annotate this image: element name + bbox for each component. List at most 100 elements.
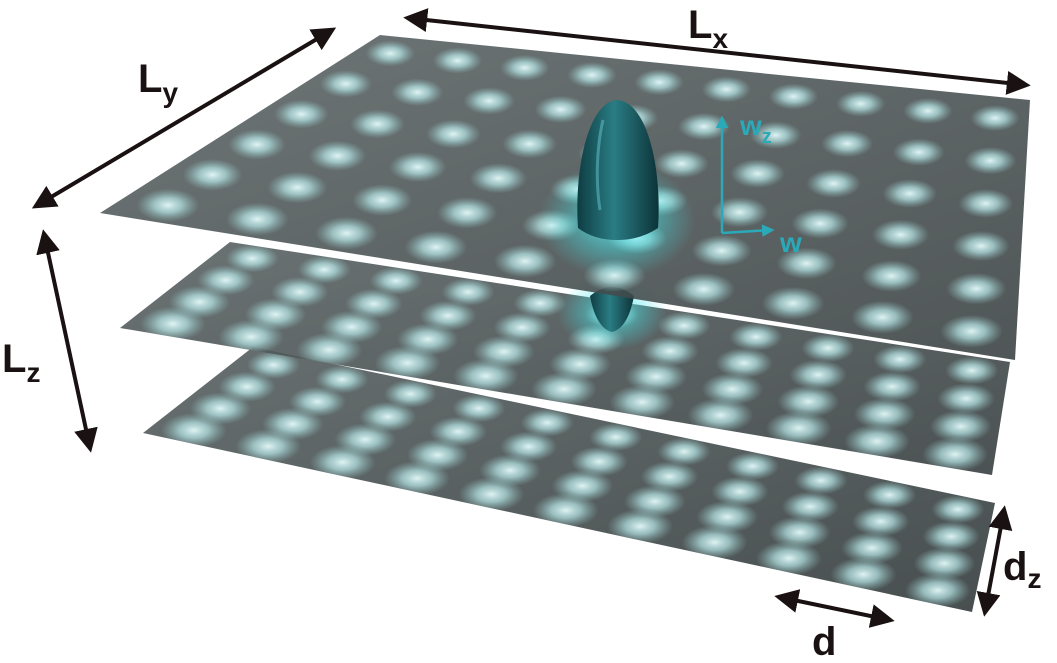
- lattice-site: [841, 531, 903, 565]
- lattice-site: [871, 219, 930, 250]
- lattice-site: [862, 480, 917, 510]
- lattice-site: [551, 469, 614, 503]
- lattice-site: [624, 485, 686, 518]
- label-Ly: Ly: [138, 57, 178, 108]
- lattice-plane-bottom: [143, 347, 995, 612]
- label-wz: wz: [739, 110, 772, 148]
- lattice-site: [218, 371, 276, 402]
- lattice-site: [404, 230, 468, 264]
- lattice-site: [958, 188, 1013, 218]
- lattice-site: [513, 289, 567, 318]
- lattice-site: [756, 540, 822, 576]
- lattice-site: [861, 260, 922, 292]
- label-Lx: Lx: [688, 3, 728, 54]
- lattice-site: [768, 83, 819, 110]
- lattice-site: [570, 446, 628, 477]
- lattice-site: [940, 314, 1003, 348]
- lattice-site: [352, 184, 413, 217]
- lattice-site: [749, 121, 802, 149]
- lattice-site: [945, 356, 999, 385]
- lattice-site: [952, 230, 1010, 262]
- lattice-site: [791, 208, 849, 239]
- lattice-site: [534, 95, 587, 124]
- lattice-site: [681, 524, 748, 560]
- lattice-site: [493, 312, 551, 343]
- lattice-site: [640, 461, 699, 492]
- atom-particle: [539, 100, 695, 278]
- Ly-arrow: [31, 27, 337, 209]
- lattice-site: [437, 196, 498, 229]
- lattice-site: [806, 169, 861, 198]
- lattice-site: [225, 244, 279, 273]
- lattice-site: [609, 384, 676, 420]
- lattice-site: [432, 47, 483, 74]
- lattice-site: [701, 76, 751, 103]
- lattice-site: [441, 277, 495, 307]
- lattice-site: [903, 97, 953, 124]
- lattice-site: [315, 216, 378, 250]
- lattice-site: [320, 310, 383, 344]
- lattice-site: [383, 379, 437, 408]
- lattice-site: [937, 383, 995, 414]
- d-arrow: [774, 589, 895, 628]
- lattice-site: [500, 54, 550, 81]
- lattice-site: [929, 410, 992, 443]
- lattice-site: [851, 300, 914, 334]
- lattice-site: [319, 70, 372, 98]
- lattice-site: [672, 272, 735, 306]
- lattice-site: [297, 255, 351, 284]
- lattice-site: [715, 347, 773, 379]
- lattice-site: [730, 159, 785, 189]
- lattice-site: [863, 371, 921, 402]
- waist-axes: wz w: [715, 110, 802, 258]
- lattice-plane-middle: [120, 242, 1010, 475]
- lattice-site: [589, 423, 643, 452]
- lattice-site: [830, 557, 897, 592]
- lattice-site: [687, 397, 754, 433]
- lattice-site: [922, 436, 988, 472]
- lattice-site: [288, 386, 347, 417]
- lattice-site: [913, 547, 976, 580]
- lattice-site: [396, 323, 459, 356]
- lattice-site: [493, 244, 557, 278]
- lattice-site: [654, 149, 709, 179]
- lattice-site: [267, 171, 328, 204]
- lattice-site: [246, 350, 301, 380]
- lattice-site: [657, 311, 711, 340]
- dz-arrow: [976, 505, 1013, 617]
- lattice-site: [634, 69, 684, 96]
- lattice-site: [389, 151, 447, 183]
- lattice-site: [463, 87, 516, 115]
- lattice-site: [469, 163, 527, 194]
- label-d: d: [812, 620, 836, 663]
- Lx-arrow: [403, 8, 1031, 95]
- lattice-site: [904, 573, 971, 608]
- lattice-site: [801, 334, 855, 363]
- lattice-site: [365, 40, 415, 67]
- lattice-site: [789, 359, 847, 390]
- lattice-site: [794, 466, 848, 495]
- lattice-sites: [140, 244, 999, 472]
- lattice-site: [946, 272, 1007, 305]
- lattice-site: [369, 266, 423, 295]
- lattice-site: [308, 140, 367, 171]
- Lz-arrow: [36, 229, 98, 453]
- lattice-site: [964, 146, 1017, 175]
- lattice-site: [931, 495, 985, 524]
- lattice-site: [882, 179, 937, 208]
- lattice-site: [182, 158, 243, 191]
- lattice-site: [776, 247, 837, 280]
- lattice-site: [549, 347, 611, 381]
- lattice-site: [768, 516, 831, 549]
- lattice-site: [821, 129, 874, 158]
- lattice-site: [315, 365, 369, 394]
- lattice-site: [657, 437, 711, 466]
- lattice-site: [691, 234, 752, 267]
- lattice-site: [701, 372, 764, 406]
- lattice-site: [711, 476, 769, 507]
- lattice-site: [696, 500, 758, 534]
- lattice-site: [225, 202, 289, 236]
- lattice-site: [228, 129, 286, 160]
- lattice-site: [345, 288, 403, 319]
